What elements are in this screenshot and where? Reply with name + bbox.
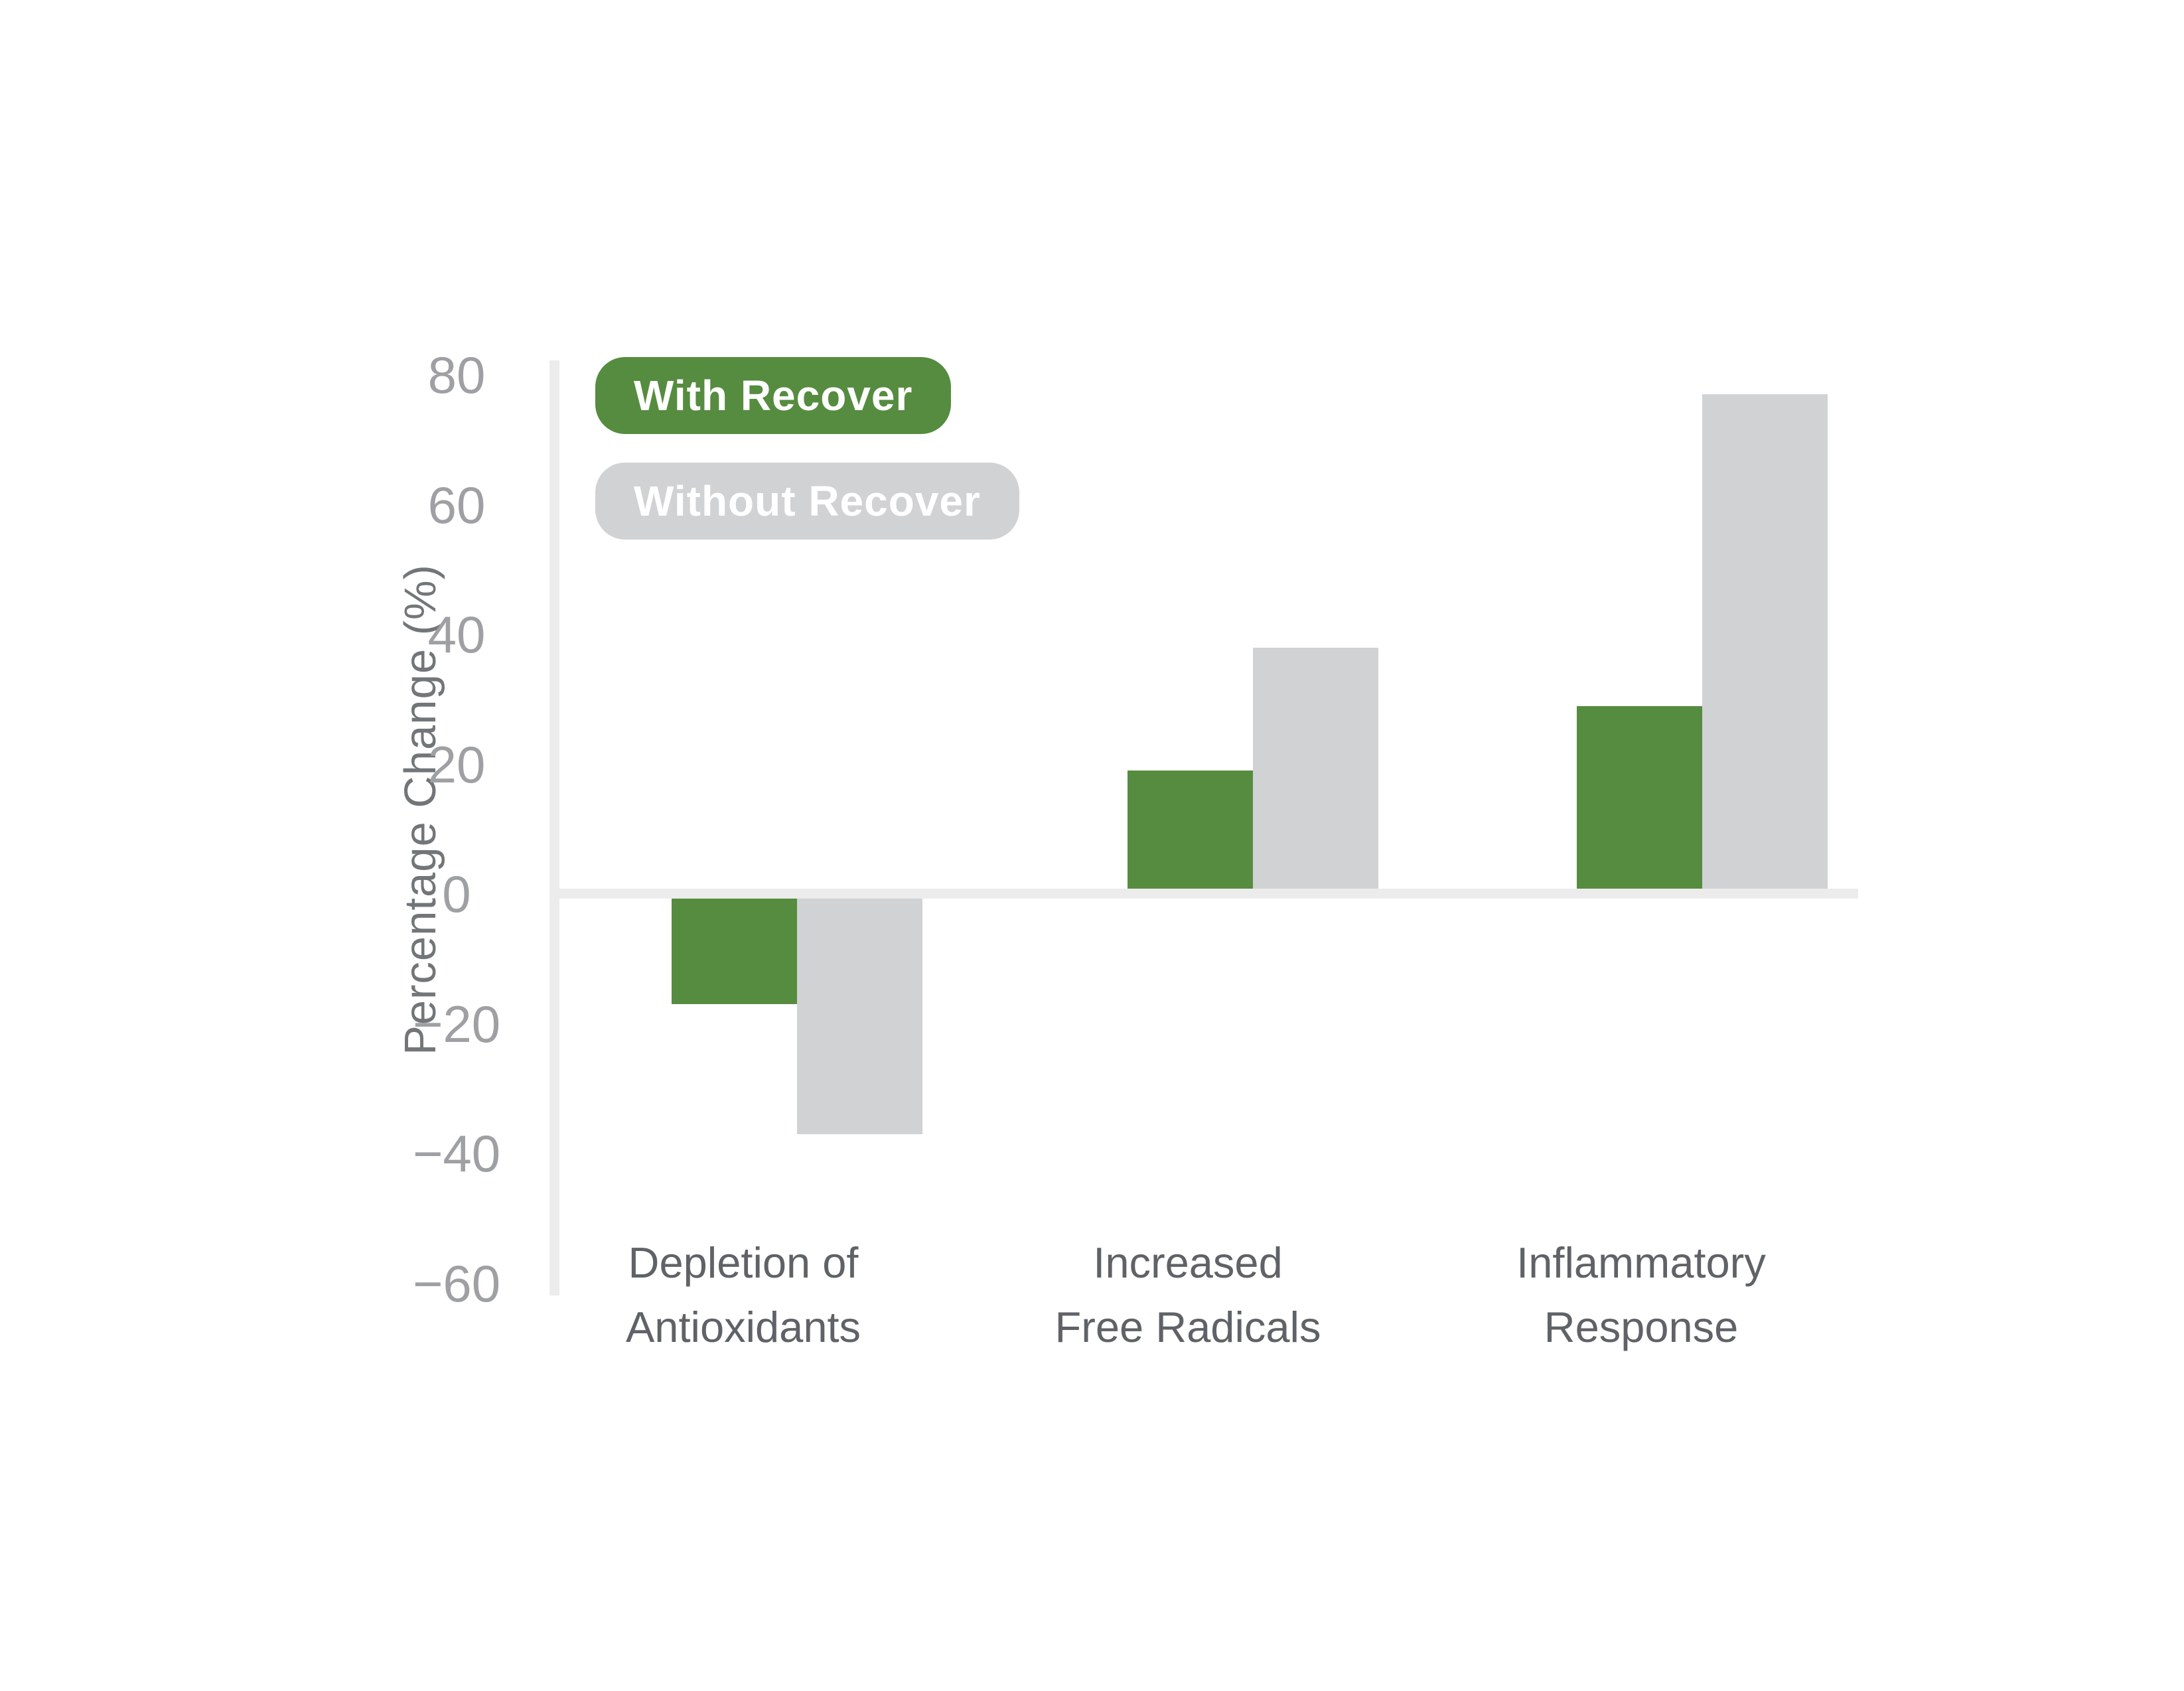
- category-label-1: Increased Free Radicals: [1055, 1238, 1321, 1351]
- legend-item-with-recover: With Recover: [595, 357, 952, 434]
- y-tick-label: 40: [427, 605, 486, 664]
- bar-with-recover-2: [1577, 705, 1702, 897]
- bar-with-recover-0: [672, 891, 797, 1005]
- y-tick-label: −40: [412, 1124, 501, 1183]
- y-tick-label: −20: [412, 994, 501, 1053]
- category-label-2: Inflammatory Response: [1516, 1238, 1766, 1351]
- legend-label-without-recover: Without Recover: [634, 477, 981, 525]
- legend-label-with-recover: With Recover: [634, 372, 913, 419]
- zero-baseline: [559, 889, 1858, 899]
- y-tick-label: 80: [427, 346, 486, 404]
- bar-with-recover-1: [1128, 771, 1253, 897]
- y-tick-label: 0: [442, 865, 471, 923]
- y-axis-line: [549, 360, 559, 1295]
- y-tick-label: 60: [427, 475, 486, 534]
- category-label-0: Depletion of Antioxidants: [625, 1238, 861, 1351]
- legend: With Recover Without Recover: [595, 357, 1019, 540]
- bar-without-recover-0: [797, 891, 922, 1134]
- y-tick-label: −60: [412, 1254, 501, 1313]
- bar-without-recover-2: [1702, 394, 1828, 897]
- y-tick-label: 20: [427, 735, 486, 794]
- bar-without-recover-1: [1253, 647, 1378, 897]
- legend-item-without-recover: Without Recover: [595, 463, 1019, 540]
